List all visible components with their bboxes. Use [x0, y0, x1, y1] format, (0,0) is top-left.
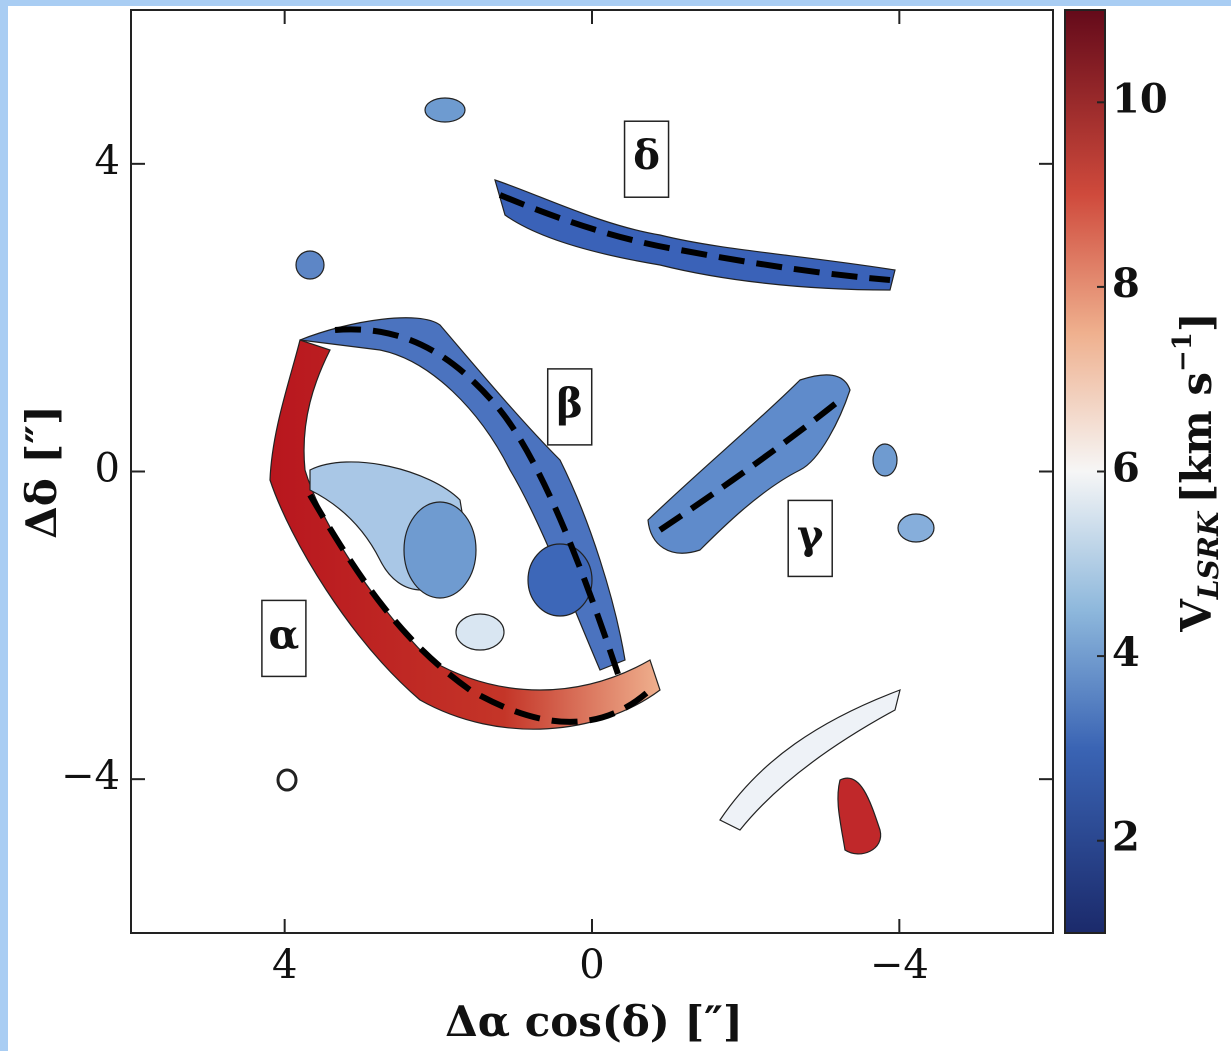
- colorbar-tick-label: 6: [1112, 445, 1140, 492]
- annotation-box: [546, 368, 593, 446]
- y-tick-label: −4: [61, 753, 120, 799]
- annotation-box: [623, 120, 670, 198]
- cbar-close: ]: [1172, 312, 1221, 332]
- cbar-symbol: V: [1172, 598, 1221, 633]
- colorbar-label: VLSRK [km s−1]: [1168, 312, 1225, 633]
- y-tick-label: 0: [95, 446, 120, 492]
- colorbar-tick-label: 8: [1112, 260, 1140, 307]
- y-tick-label: 4: [95, 138, 120, 184]
- cbar-exponent: −1: [1168, 332, 1198, 372]
- region-annotation: γ: [787, 499, 833, 578]
- annotation-label: δ: [633, 132, 660, 179]
- annotation-box: [261, 599, 307, 678]
- x-axis-label: Δα cos(δ) [″]: [445, 997, 743, 1046]
- annotation-label: α: [269, 611, 300, 658]
- colorbar-tick-label: 10: [1112, 75, 1168, 122]
- ridge-lines: [307, 192, 891, 725]
- x-tick-label: −4: [870, 942, 929, 988]
- x-tick-label: 4: [272, 942, 297, 988]
- cbar-units: [km s: [1172, 372, 1221, 504]
- figure-background: [8, 6, 1231, 1051]
- colorbar-tick-label: 4: [1112, 629, 1140, 676]
- annotation-box: [787, 499, 833, 578]
- y-axis-label: Δδ [″]: [17, 405, 66, 539]
- beam: [276, 768, 298, 792]
- region-annotation: α: [261, 599, 307, 678]
- x-tick-label: 0: [579, 942, 604, 988]
- annotation-label: γ: [797, 511, 824, 558]
- cbar-subscript: LSRK: [1192, 510, 1225, 600]
- emission-map: [269, 97, 935, 855]
- annotation-label: β: [556, 380, 583, 427]
- region-annotation: δ: [623, 120, 670, 198]
- colorbar-tick-label: 2: [1112, 814, 1140, 861]
- region-annotation: β: [546, 368, 593, 446]
